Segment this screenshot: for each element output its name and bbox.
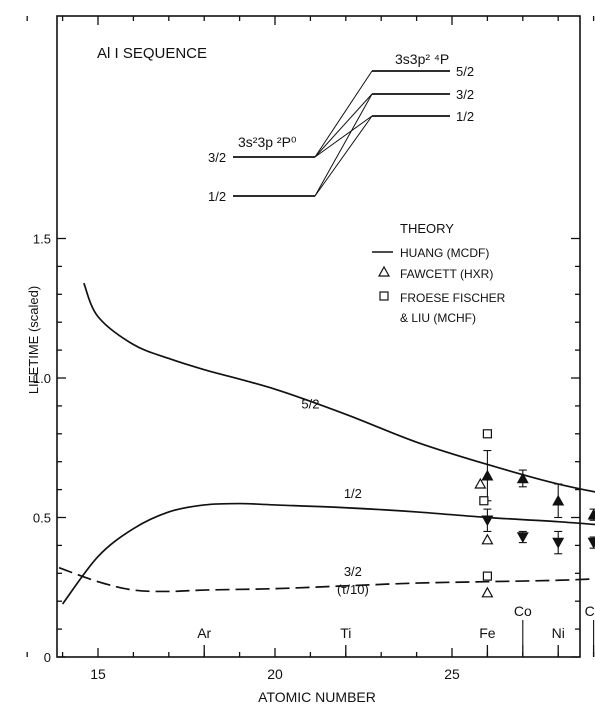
- element-label: Co: [514, 603, 532, 619]
- level-label: 1/2: [208, 189, 226, 204]
- curve-3-2: [58, 566, 595, 593]
- legend-heading: THEORY: [400, 221, 454, 236]
- transition-line: [314, 93, 373, 158]
- element-label: Cu: [585, 603, 595, 619]
- filled-triangle-up-marker: [587, 508, 595, 520]
- element-label: Ni: [552, 625, 565, 641]
- level-label: 5/2: [456, 64, 474, 79]
- filled-triangle-down-marker: [516, 532, 529, 544]
- legend-triangle-symbol: [377, 265, 391, 277]
- open-square-marker: [482, 571, 492, 581]
- level-label: 3/2: [208, 150, 226, 165]
- x-tick-label: 25: [444, 666, 460, 682]
- filled-triangle-up-marker: [552, 494, 565, 506]
- open-square-marker: [479, 496, 489, 506]
- series-label: 1/2: [344, 486, 362, 501]
- theory-curves: 5/2 1/2 3/2 (τ/10): [58, 282, 595, 605]
- left-configuration-label: 3s²3p ²P⁰: [238, 134, 297, 150]
- series-label: 5/2: [301, 397, 319, 412]
- transition-line: [314, 115, 373, 158]
- filled-triangle-down-marker: [481, 515, 494, 527]
- element-label: Ti: [340, 625, 351, 641]
- filled-triangle-up-marker: [481, 469, 494, 481]
- energy-level-diagram: 3/2 1/2 5/2 3/2 1/2 3s²3p ²P⁰ 3s3p² ⁴P: [208, 51, 474, 204]
- open-triangle-marker: [474, 477, 487, 489]
- open-triangle-marker: [481, 586, 494, 598]
- open-triangle-marker: [481, 533, 494, 545]
- right-configuration-label: 3s3p² ⁴P: [395, 51, 449, 67]
- legend: THEORY HUANG (MCDF) FAWCETT (HXR) FROESE FI…: [372, 221, 506, 325]
- plot-frame: [56, 15, 581, 658]
- element-label: Ar: [197, 625, 211, 641]
- level-label: 3/2: [456, 87, 474, 102]
- legend-item-label: & LIU (MCHF): [400, 311, 476, 325]
- transition-line: [314, 115, 373, 197]
- y-tick-label: 1.0: [33, 371, 51, 386]
- legend-item-label: HUANG (MCDF): [400, 246, 489, 260]
- series-label: (τ/10): [337, 582, 369, 597]
- axes-frame: 00.51.01.51520253035ArTiFeCoNiCuZnBr: [26, 15, 595, 682]
- filled-triangle-up-marker: [516, 472, 529, 484]
- x-tick-label: 15: [90, 666, 106, 682]
- data-markers: [474, 429, 595, 598]
- x-axis-label: ATOMIC NUMBER: [258, 689, 376, 705]
- series-label: 3/2: [344, 564, 362, 579]
- x-tick-label: 20: [267, 666, 283, 682]
- transition-line: [314, 70, 373, 158]
- legend-item-label: FAWCETT (HXR): [400, 267, 493, 281]
- open-square-marker: [482, 429, 492, 439]
- y-tick-label: 0.5: [33, 511, 51, 526]
- element-label: Fe: [479, 625, 496, 641]
- legend-square-symbol: [379, 291, 389, 301]
- level-label: 1/2: [456, 109, 474, 124]
- y-tick-label: 0: [44, 650, 51, 665]
- y-tick-label: 1.5: [33, 232, 51, 247]
- filled-triangle-down-marker: [587, 537, 595, 549]
- curve-5-2: [83, 282, 595, 493]
- y-axis-label: LIFETIME (scaled): [26, 286, 41, 394]
- curve-1-2: [61, 502, 595, 605]
- filled-triangle-down-marker: [552, 537, 565, 549]
- transition-line: [314, 93, 373, 197]
- legend-item-label: FROESE FISCHER: [400, 291, 506, 305]
- chart-title: Al I SEQUENCE: [97, 45, 207, 62]
